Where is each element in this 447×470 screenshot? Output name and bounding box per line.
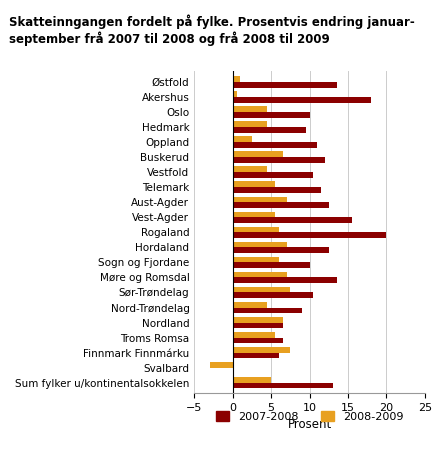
- Bar: [233, 347, 291, 352]
- Text: Skatteinngangen fordelt på fylke. Prosentvis endring januar-
september frå 2007 : Skatteinngangen fordelt på fylke. Prosen…: [9, 14, 415, 46]
- Bar: [233, 272, 287, 277]
- Bar: [233, 151, 283, 157]
- Bar: [233, 112, 310, 118]
- Bar: [233, 383, 333, 388]
- Bar: [233, 181, 275, 187]
- Bar: [233, 292, 313, 298]
- Bar: [233, 332, 275, 337]
- Bar: [233, 82, 337, 87]
- Bar: [233, 166, 267, 172]
- Bar: [233, 106, 267, 112]
- Bar: [233, 157, 325, 163]
- X-axis label: Prosent: Prosent: [287, 418, 332, 431]
- Bar: [233, 377, 271, 383]
- Bar: [233, 97, 371, 102]
- Bar: [233, 227, 279, 232]
- Bar: [233, 317, 283, 322]
- Bar: [233, 287, 291, 292]
- Bar: [233, 76, 240, 82]
- Bar: [233, 337, 283, 343]
- Bar: [233, 136, 252, 142]
- Bar: [233, 127, 306, 133]
- Legend: 2007-2008, 2008-2009: 2007-2008, 2008-2009: [211, 407, 408, 426]
- Bar: [233, 277, 337, 283]
- Bar: [233, 217, 352, 223]
- Bar: [233, 187, 321, 193]
- Bar: [233, 172, 313, 178]
- Bar: [233, 302, 267, 307]
- Bar: [210, 362, 233, 368]
- Bar: [233, 212, 275, 217]
- Bar: [233, 307, 302, 313]
- Bar: [233, 257, 279, 262]
- Bar: [233, 121, 267, 127]
- Bar: [233, 352, 279, 358]
- Bar: [233, 242, 287, 247]
- Bar: [233, 247, 329, 253]
- Bar: [233, 91, 236, 97]
- Bar: [233, 202, 329, 208]
- Bar: [233, 322, 283, 328]
- Bar: [233, 142, 317, 148]
- Bar: [233, 196, 287, 202]
- Bar: [233, 262, 310, 268]
- Bar: [233, 232, 387, 238]
